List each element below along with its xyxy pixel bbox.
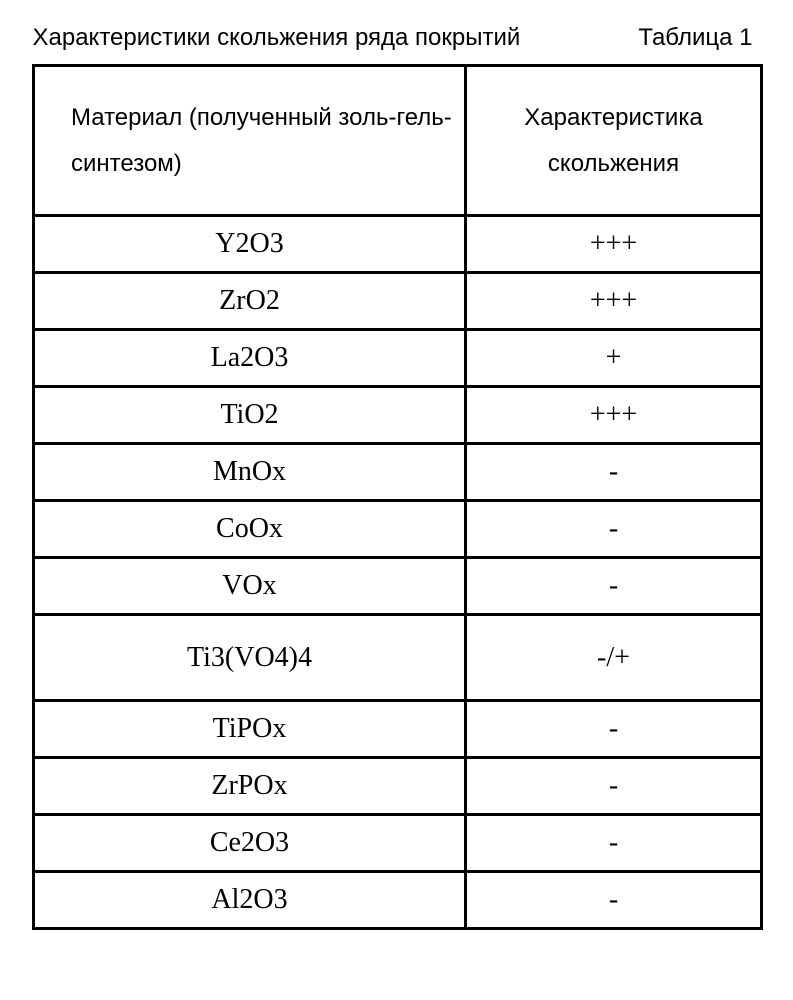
cell-material: VOx bbox=[34, 558, 466, 615]
table-row: TiO2 +++ bbox=[34, 387, 762, 444]
table-row: Al2O3 - bbox=[34, 872, 762, 929]
table-row: TiPOx - bbox=[34, 701, 762, 758]
table-caption: Характеристики скольжения ряда покрытий bbox=[33, 24, 615, 52]
cell-material: CoOx bbox=[34, 501, 466, 558]
table-row: MnOx - bbox=[34, 444, 762, 501]
cell-characteristic: - bbox=[466, 444, 762, 501]
cell-characteristic: - bbox=[466, 758, 762, 815]
col-header-material: Материал (полученный золь-гель-синтезом) bbox=[34, 66, 466, 216]
cell-characteristic: - bbox=[466, 815, 762, 872]
cell-material: Ce2O3 bbox=[34, 815, 466, 872]
col-header-characteristic: Характеристика скольжения bbox=[466, 66, 762, 216]
table-row: ZrO2 +++ bbox=[34, 273, 762, 330]
cell-material: ZrPOx bbox=[34, 758, 466, 815]
table-row: VOx - bbox=[34, 558, 762, 615]
cell-material: La2O3 bbox=[34, 330, 466, 387]
table-row: ZrPOx - bbox=[34, 758, 762, 815]
cell-characteristic: +++ bbox=[466, 387, 762, 444]
cell-material: TiPOx bbox=[34, 701, 466, 758]
table-row: La2O3 + bbox=[34, 330, 762, 387]
cell-characteristic: + bbox=[466, 330, 762, 387]
cell-material: MnOx bbox=[34, 444, 466, 501]
table-header-row: Характеристики скольжения ряда покрытий … bbox=[33, 24, 761, 52]
cell-material: Al2O3 bbox=[34, 872, 466, 929]
table-row: Y2O3 +++ bbox=[34, 216, 762, 273]
cell-characteristic: +++ bbox=[466, 216, 762, 273]
cell-characteristic: +++ bbox=[466, 273, 762, 330]
table-number-label: Таблица 1 bbox=[638, 24, 760, 52]
cell-characteristic: - bbox=[466, 501, 762, 558]
table-header: Материал (полученный золь-гель-синтезом)… bbox=[34, 66, 762, 216]
table-row: Ce2O3 - bbox=[34, 815, 762, 872]
cell-characteristic: -/+ bbox=[466, 615, 762, 701]
cell-material: TiO2 bbox=[34, 387, 466, 444]
cell-characteristic: - bbox=[466, 701, 762, 758]
coatings-table: Материал (полученный золь-гель-синтезом)… bbox=[32, 64, 763, 930]
cell-material: Y2O3 bbox=[34, 216, 466, 273]
cell-material: Ti3(VO4)4 bbox=[34, 615, 466, 701]
table-row: Ti3(VO4)4 -/+ bbox=[34, 615, 762, 701]
cell-characteristic: - bbox=[466, 558, 762, 615]
cell-material: ZrO2 bbox=[34, 273, 466, 330]
table-row: CoOx - bbox=[34, 501, 762, 558]
cell-characteristic: - bbox=[466, 872, 762, 929]
